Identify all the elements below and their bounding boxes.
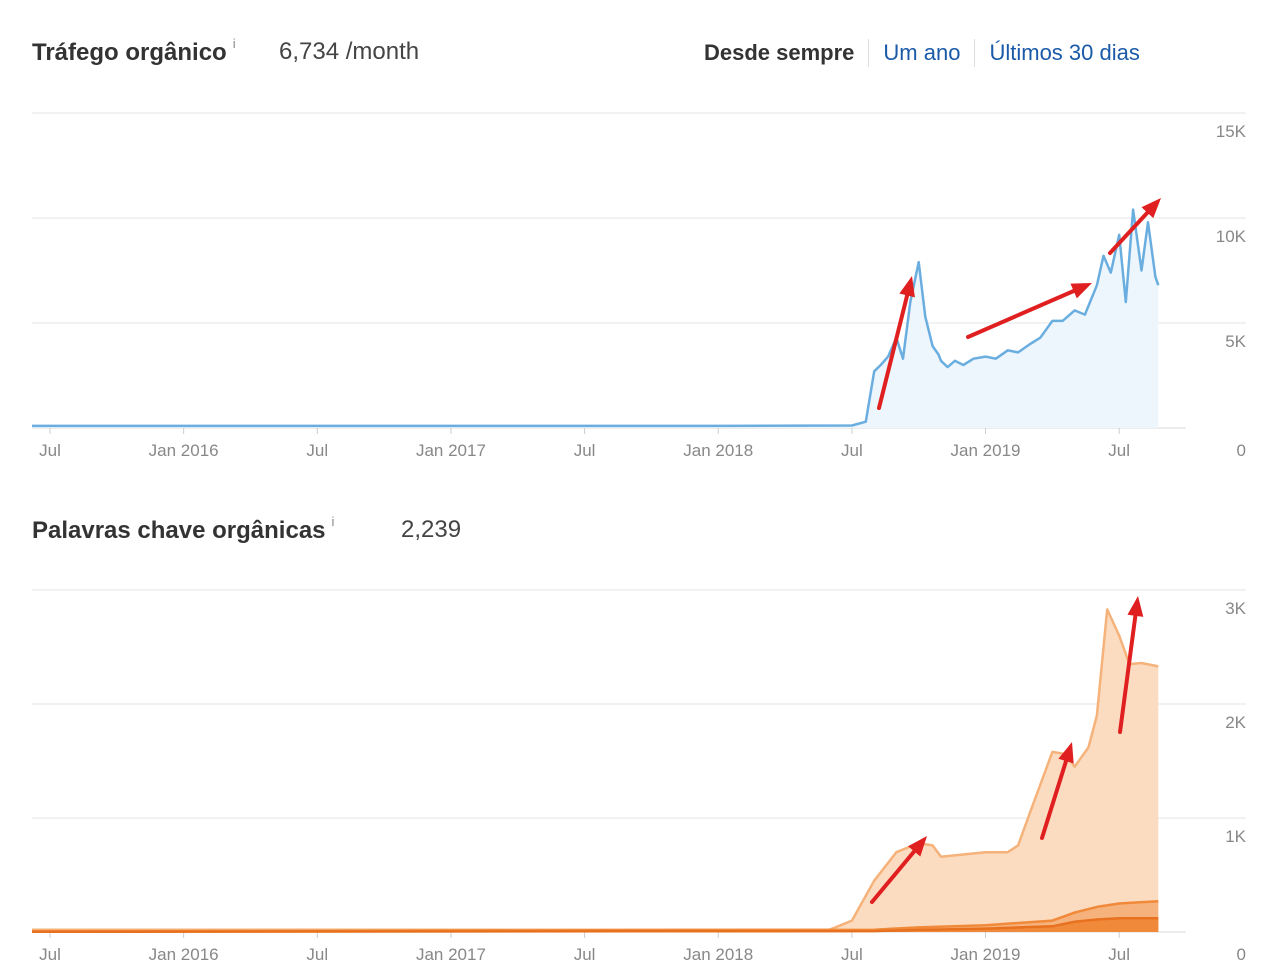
trend-arrow-head <box>899 276 915 298</box>
trend-arrow <box>870 836 927 904</box>
trend-arrow-shaft <box>966 288 1076 339</box>
trend-arrow-shaft <box>1118 613 1138 734</box>
x-tick-label: Jan 2017 <box>416 441 486 460</box>
x-tick-label: Jan 2019 <box>951 441 1021 460</box>
x-tick-label: Jul <box>39 441 61 460</box>
tab-one-year[interactable]: Um ano <box>883 40 961 65</box>
x-tick-label: Jan 2016 <box>149 945 219 964</box>
tab-all-time[interactable]: Desde sempre <box>704 40 855 65</box>
x-tick-label: Jan 2017 <box>416 945 486 964</box>
x-tick-label: Jan 2019 <box>951 945 1021 964</box>
traffic-line <box>32 208 1160 428</box>
keywords-area <box>32 918 1159 932</box>
x-tick-label: Jul <box>1108 945 1130 964</box>
x-tick-label: Jul <box>306 441 328 460</box>
y-tick-label: 2K <box>1225 713 1246 732</box>
keywords-area <box>32 609 1159 932</box>
x-tick-label: Jan 2018 <box>683 945 753 964</box>
y-tick-label: 10K <box>1216 227 1247 246</box>
trend-arrow-head <box>908 836 927 857</box>
keywords-line <box>31 917 1159 934</box>
trend-arrow-shaft <box>870 849 917 904</box>
traffic-chart: 0 5K 10K 15K Jul Jan 2016 Jul Jan 2017 Jul Jan 20… <box>32 112 1247 460</box>
keywords-line <box>31 899 1159 933</box>
y-tick-label: 1K <box>1225 827 1246 846</box>
trend-arrow-shaft <box>877 293 910 410</box>
y-tick-label: 15K <box>1216 122 1247 141</box>
traffic-title: Tráfego orgânico i <box>32 36 236 67</box>
keywords-line <box>32 608 1159 931</box>
date-range-tabs: Desde sempre Um ano Últimos 30 dias <box>690 38 1154 68</box>
y-tick-label: 5K <box>1225 332 1246 351</box>
x-tick-label: Jul <box>39 945 61 964</box>
trend-arrow <box>877 276 915 410</box>
tab-last-30-days[interactable]: Últimos 30 dias <box>989 40 1140 65</box>
keywords-chart: 0 1K 2K 3K Jul Jan 2016 Jul Jan 2017 Jul Jan 2018… <box>31 589 1247 964</box>
info-icon[interactable]: i <box>331 514 335 529</box>
trend-arrow-shaft <box>1040 759 1069 840</box>
trend-arrow <box>1118 596 1144 734</box>
y-tick-label: 3K <box>1225 599 1246 618</box>
traffic-title-text: Tráfego orgânico <box>32 39 227 66</box>
trend-arrow <box>1108 198 1161 255</box>
x-tick-label: Jul <box>306 945 328 964</box>
x-tick-label: Jul <box>841 945 863 964</box>
trend-arrow-head <box>1141 198 1161 219</box>
tab-separator <box>974 39 976 67</box>
x-tick-label: Jul <box>574 945 596 964</box>
traffic-value: 6,734 /month <box>279 38 420 65</box>
tab-separator <box>868 39 870 67</box>
keywords-value: 2,239 <box>401 516 462 543</box>
x-tick-label: Jan 2018 <box>683 441 753 460</box>
traffic-area <box>32 209 1159 428</box>
trend-arrow-shaft <box>1108 210 1150 255</box>
trend-arrow-head <box>1127 596 1144 617</box>
y-tick-label: 0 <box>1237 441 1246 460</box>
info-icon[interactable]: i <box>232 36 236 51</box>
x-tick-label: Jul <box>574 441 596 460</box>
keywords-title-text: Palavras chave orgânicas <box>32 517 326 544</box>
trend-arrow-head <box>1058 742 1074 764</box>
x-tick-label: Jul <box>841 441 863 460</box>
x-tick-label: Jul <box>1108 441 1130 460</box>
keywords-title: Palavras chave orgânicas i <box>32 514 334 545</box>
y-tick-label: 0 <box>1237 945 1246 964</box>
x-tick-label: Jan 2016 <box>149 441 219 460</box>
trend-arrow-head <box>1070 283 1092 299</box>
trend-arrow <box>966 283 1092 339</box>
trend-arrow <box>1040 742 1074 840</box>
